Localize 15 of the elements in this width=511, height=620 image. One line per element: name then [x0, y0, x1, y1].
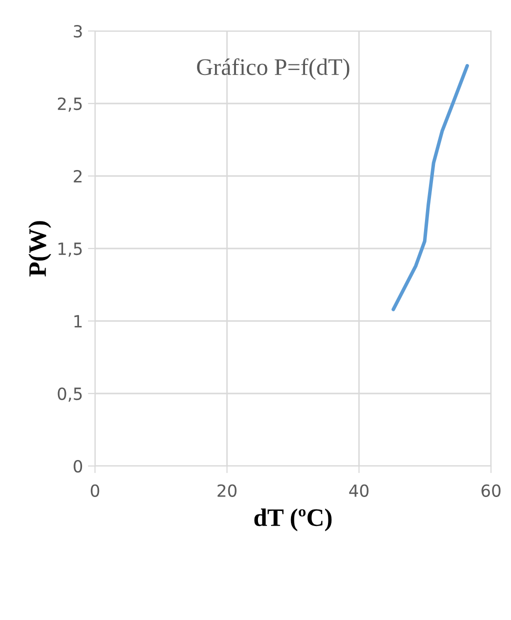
y-tick-label: 1,5 — [58, 242, 82, 257]
y-tick-label: 2,5 — [58, 97, 82, 112]
x-tick-label: 60 — [482, 484, 500, 497]
x-tick-label: 40 — [349, 484, 368, 497]
y-axis-title: P(W) — [28, 221, 52, 277]
x-tick-label: 20 — [218, 484, 236, 497]
x-axis-title: dT (ºC) — [254, 508, 332, 532]
y-tick-label: 0 — [74, 460, 82, 473]
y-tick-label: 1 — [74, 315, 82, 328]
line-series — [392, 64, 469, 312]
y-tick-label: 3 — [74, 24, 82, 38]
x-tick-label: 0 — [90, 484, 100, 497]
y-tick-label: 2 — [74, 170, 82, 182]
text: Gráfico P=f(dT) — [197, 58, 350, 80]
y-tick-label: 0,5 — [58, 387, 82, 402]
